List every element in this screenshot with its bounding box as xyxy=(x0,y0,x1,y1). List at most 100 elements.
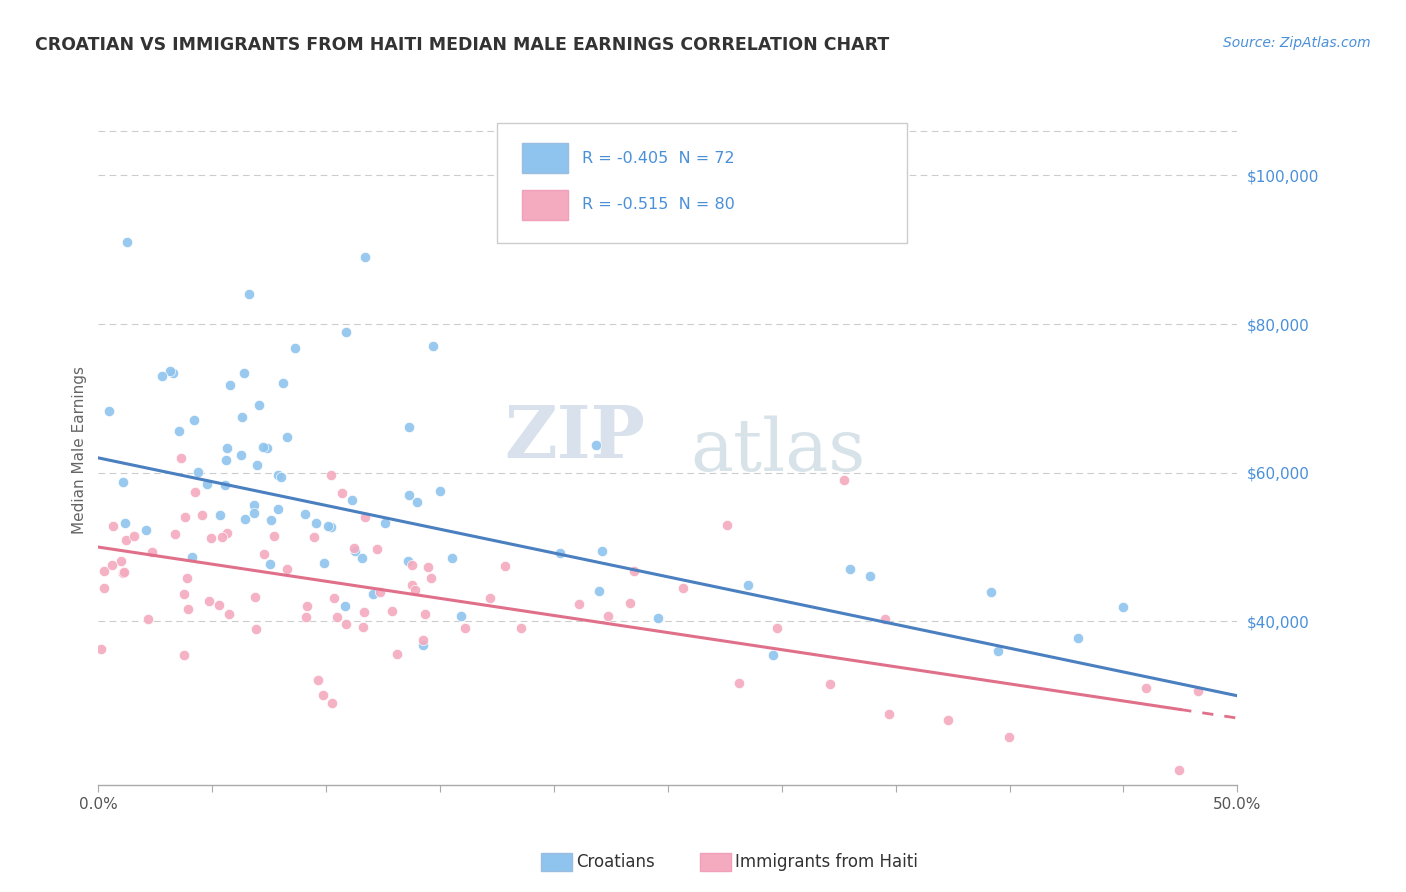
FancyBboxPatch shape xyxy=(498,123,907,244)
Point xyxy=(218,607,240,622)
Point xyxy=(332,485,354,500)
Point xyxy=(398,419,420,434)
Point xyxy=(765,621,787,635)
Point xyxy=(93,564,115,578)
Point xyxy=(170,450,193,465)
Point xyxy=(312,556,335,570)
Y-axis label: Median Male Earnings: Median Male Earnings xyxy=(72,367,87,534)
Point xyxy=(422,339,444,353)
Point xyxy=(1135,681,1157,695)
Point xyxy=(211,530,233,544)
Point xyxy=(321,696,343,710)
Point xyxy=(304,530,326,544)
Point xyxy=(672,581,695,595)
Point xyxy=(343,541,366,555)
Point xyxy=(93,581,115,595)
Point xyxy=(217,526,239,541)
Point xyxy=(100,558,122,573)
Point xyxy=(419,571,441,585)
Point xyxy=(387,647,409,661)
Point xyxy=(370,585,392,599)
Point xyxy=(231,410,253,425)
Point xyxy=(162,366,184,380)
Point xyxy=(198,594,221,608)
Point xyxy=(335,325,357,339)
Point xyxy=(305,516,328,530)
Point xyxy=(316,519,339,533)
Point xyxy=(252,440,274,454)
Point xyxy=(136,612,159,626)
Point xyxy=(183,485,205,500)
Point xyxy=(238,287,260,301)
Point xyxy=(243,498,266,512)
Point xyxy=(998,730,1021,744)
Point xyxy=(115,533,138,548)
Point xyxy=(110,554,132,568)
Point xyxy=(585,438,607,452)
Point xyxy=(366,541,388,556)
Point xyxy=(260,512,283,526)
Point xyxy=(623,564,645,578)
Point xyxy=(245,458,267,472)
Point xyxy=(235,512,257,526)
Point xyxy=(259,557,281,571)
Point xyxy=(619,597,641,611)
Point xyxy=(494,558,516,573)
Point xyxy=(596,609,619,624)
Point xyxy=(215,452,238,467)
Point xyxy=(363,587,385,601)
Point xyxy=(229,448,252,462)
Point xyxy=(353,605,375,619)
Point xyxy=(176,571,198,585)
Point xyxy=(187,465,209,479)
Point xyxy=(325,610,347,624)
Text: Immigrants from Haiti: Immigrants from Haiti xyxy=(735,853,918,871)
Point xyxy=(114,516,136,530)
Point xyxy=(321,519,343,533)
Point xyxy=(404,583,426,598)
Point xyxy=(1112,600,1135,615)
Point xyxy=(450,609,472,624)
Point xyxy=(214,478,236,492)
Point xyxy=(195,477,218,491)
Point xyxy=(322,591,344,605)
Point xyxy=(510,621,533,635)
Point xyxy=(208,599,231,613)
Point xyxy=(141,545,163,559)
Point xyxy=(1187,684,1209,698)
Point xyxy=(135,523,157,537)
Point xyxy=(591,543,613,558)
Point xyxy=(321,468,343,483)
Point xyxy=(405,495,427,509)
Text: R = -0.515  N = 80: R = -0.515 N = 80 xyxy=(582,197,735,212)
Point xyxy=(183,413,205,427)
Point xyxy=(276,430,298,444)
Point xyxy=(295,610,318,624)
Text: Source: ZipAtlas.com: Source: ZipAtlas.com xyxy=(1223,36,1371,50)
Point xyxy=(374,516,396,530)
Point xyxy=(98,404,121,418)
Point xyxy=(401,558,423,572)
Text: R = -0.405  N = 72: R = -0.405 N = 72 xyxy=(582,151,735,166)
Point xyxy=(1168,763,1191,777)
Point xyxy=(176,602,198,616)
Point xyxy=(413,607,436,621)
Point xyxy=(245,622,267,636)
Point xyxy=(588,584,610,599)
Point xyxy=(200,531,222,545)
Point xyxy=(762,648,785,663)
Point xyxy=(412,633,434,648)
Point xyxy=(270,470,292,484)
Point xyxy=(312,688,335,702)
Point xyxy=(1067,632,1090,646)
Point xyxy=(267,501,290,516)
Text: Croatians: Croatians xyxy=(576,853,655,871)
Point xyxy=(173,509,195,524)
Point xyxy=(352,620,374,634)
Point xyxy=(256,442,278,456)
Point xyxy=(284,341,307,355)
Point xyxy=(859,569,882,583)
Point xyxy=(344,544,367,558)
Point xyxy=(112,475,135,489)
Point xyxy=(441,550,464,565)
